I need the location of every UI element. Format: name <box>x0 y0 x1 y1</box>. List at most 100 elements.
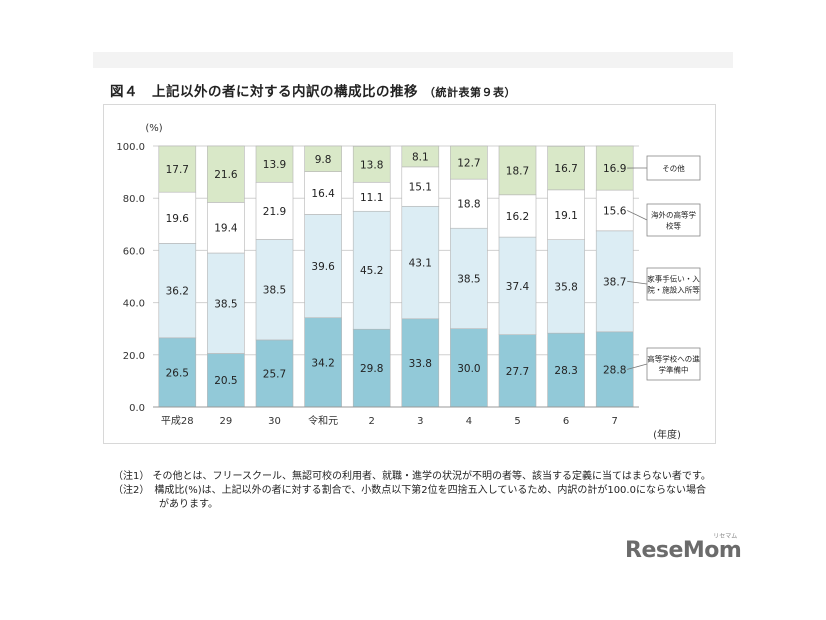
bar-segment <box>547 145 585 191</box>
data-label: 43.1 <box>409 258 432 270</box>
data-label: 27.7 <box>506 366 529 378</box>
bar-segment <box>498 236 537 336</box>
bar-segment <box>547 239 585 334</box>
stacked-bar-chart: 0.0 20.0 40.0 60.0 80.0 100.0(%) 26.5 36.2 19.6 1… <box>116 123 701 441</box>
bar-segment <box>304 317 342 408</box>
legend-label: 高等学校への進 <box>647 354 700 364</box>
figure-title-sub: （統計表第９表） <box>424 86 516 99</box>
bar-segment <box>207 252 245 354</box>
x-tick-label: 令和元 <box>308 414 338 427</box>
data-label: 19.4 <box>214 223 238 235</box>
x-unit-label: (年度) <box>653 428 681 441</box>
x-tick-label: 29 <box>220 416 233 427</box>
x-tick-label: 4 <box>466 416 472 427</box>
bar-segment <box>401 145 440 168</box>
legend-box <box>646 347 701 381</box>
data-label: 33.8 <box>409 358 432 370</box>
data-label: 30.0 <box>457 363 480 375</box>
x-tick-label: 3 <box>417 416 423 427</box>
data-label: 34.2 <box>311 357 334 369</box>
logo-text: ReseMom <box>625 538 742 563</box>
bar-segment <box>450 178 488 229</box>
bar-segment <box>255 239 294 341</box>
data-label: 19.6 <box>166 213 190 225</box>
bar-segment <box>401 318 440 408</box>
data-label: 16.7 <box>554 163 577 175</box>
legend-label: その他 <box>662 163 685 173</box>
data-label: 25.7 <box>263 368 286 380</box>
bar-segment <box>595 145 634 191</box>
data-label: 29.8 <box>360 363 383 375</box>
legend-label: 院・施設入所等 <box>647 285 700 295</box>
data-label: 12.7 <box>457 158 480 170</box>
data-label: 9.8 <box>315 154 332 166</box>
data-label: 21.9 <box>263 206 286 218</box>
data-label: 26.5 <box>166 367 189 379</box>
y-tick-label: 20.0 <box>123 351 145 362</box>
data-label: 13.9 <box>263 159 286 171</box>
legend-label: 海外の高等学 <box>651 210 696 220</box>
legend-leader-line <box>627 210 648 221</box>
legend-leader-line <box>627 280 648 285</box>
x-tick-label: 6 <box>563 416 569 427</box>
data-label: 38.5 <box>214 298 237 310</box>
x-tick-label: 2 <box>369 416 375 427</box>
data-label: 11.1 <box>360 192 383 204</box>
x-tick-label: 平成28 <box>161 415 194 427</box>
data-label: 16.2 <box>506 211 529 223</box>
data-label: 38.5 <box>263 285 286 297</box>
bar-segment <box>498 145 537 196</box>
data-label: 15.6 <box>603 205 627 217</box>
bar-segment <box>450 328 488 408</box>
bar-segment <box>158 243 197 339</box>
y-tick-label: 100.0 <box>116 142 145 153</box>
legend-box <box>646 203 701 237</box>
data-label: 13.8 <box>360 159 383 171</box>
y-tick-label: 60.0 <box>123 246 145 257</box>
bar-segment <box>352 181 391 212</box>
bar-segment <box>207 202 245 254</box>
data-label: 38.5 <box>457 273 480 285</box>
note-2-continued: があります。 <box>159 499 218 510</box>
data-label: 19.1 <box>554 210 577 222</box>
x-tick-label: 30 <box>268 416 281 427</box>
legend-leader-line <box>627 363 648 370</box>
bar-segment <box>450 145 488 180</box>
y-unit-label: (%) <box>145 123 162 134</box>
bar-segment <box>595 189 634 232</box>
data-label: 20.5 <box>214 375 237 387</box>
data-label: 37.4 <box>506 281 530 293</box>
y-tick-label: 80.0 <box>123 194 145 205</box>
chart-frame: 0.0 20.0 40.0 60.0 80.0 100.0 (%) 26.5 36.2 19.6 1… <box>103 104 716 444</box>
data-label: 36.2 <box>166 286 189 298</box>
y-tick-label: 0.0 <box>129 403 145 414</box>
figure-title: 図４ 上記以外の者に対する内訳の構成比の推移 （統計表第９表） <box>110 80 516 100</box>
bar-segment <box>595 230 634 333</box>
note-2: （注2） 構成比(%)は、上記以外の者に対する割合で、小数点以下第2位を四捨五入… <box>113 485 706 496</box>
legend-box <box>646 155 701 181</box>
note-1: （注1） その他とは、フリースクール、無認可校の利用者、就職・進学の状況が不明の… <box>113 471 711 482</box>
notes: （注1） その他とは、フリースクール、無認可校の利用者、就職・進学の状況が不明の… <box>113 470 711 512</box>
bar-segment <box>207 145 245 203</box>
data-label: 39.6 <box>311 261 335 273</box>
top-band <box>93 52 733 68</box>
data-label: 45.2 <box>360 265 383 277</box>
y-tick-label: 40.0 <box>123 299 145 310</box>
logo-ruby: リセマム <box>713 533 738 540</box>
x-tick-label: 7 <box>612 416 618 427</box>
figure-title-main: 図４ 上記以外の者に対する内訳の構成比の推移 <box>110 84 418 100</box>
data-label: 16.4 <box>311 188 335 200</box>
data-label: 18.8 <box>457 199 480 211</box>
data-label: 28.3 <box>554 365 577 377</box>
data-label: 17.7 <box>166 164 189 176</box>
legend-label: 校等 <box>666 221 681 231</box>
bar-segment <box>304 171 342 215</box>
bar-segment <box>158 145 197 193</box>
data-label: 15.1 <box>409 182 432 194</box>
bar-segment <box>401 166 440 207</box>
resemom-logo: ReseMom リセマム <box>625 533 742 563</box>
bar-segment <box>352 145 391 183</box>
bar-segment <box>547 189 585 240</box>
bar-segment <box>255 181 294 240</box>
bar-segment <box>450 227 488 329</box>
